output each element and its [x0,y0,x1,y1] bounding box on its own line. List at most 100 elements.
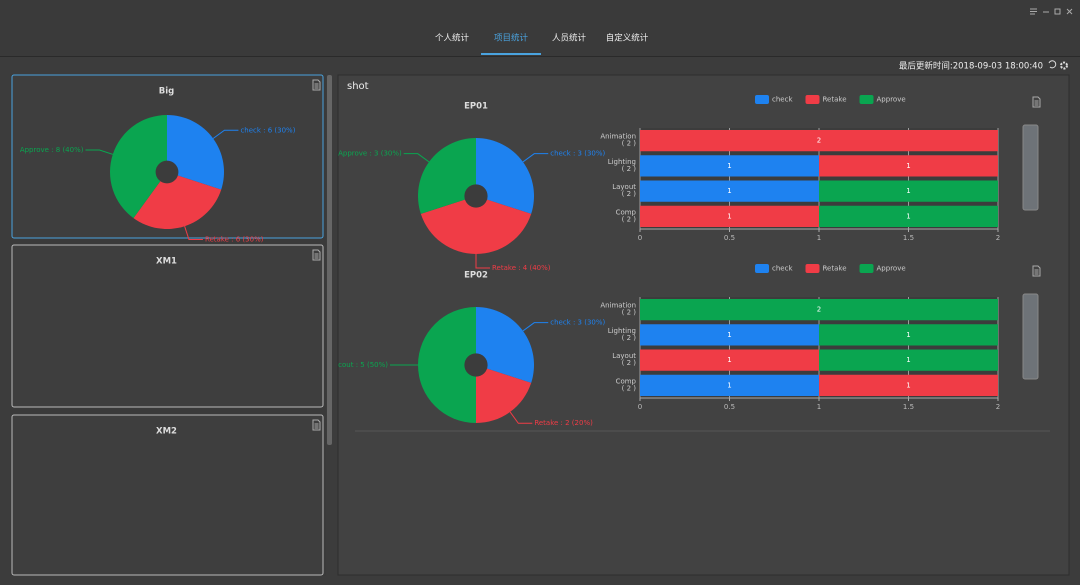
bar-segment [640,130,998,152]
legend-swatch[interactable] [859,95,874,104]
bar-value-label: 1 [906,356,910,364]
bar-value-label: 1 [727,162,731,170]
legend-swatch[interactable] [859,264,874,273]
nav-tab[interactable]: 个人统计 [435,33,470,44]
last-update: 最后更新时间:2018-09-03 18:00:40 [899,61,1043,72]
pie-slice [167,115,224,190]
bar-value-label: 1 [906,187,910,195]
legend-swatch[interactable] [805,95,820,104]
export-icon[interactable] [312,79,321,91]
y-tick-count: ( 2 ) [622,190,637,198]
bar-segment [640,349,819,371]
refresh-button[interactable] [1048,60,1057,69]
y-tick-label: Comp [616,377,637,385]
scrollbar[interactable] [327,75,332,445]
title-bar [0,0,1080,56]
y-tick-count: ( 2 ) [622,334,637,342]
bar-value-label: 1 [727,356,731,364]
legend-swatch[interactable] [755,264,769,273]
y-tick-label: Layout [612,352,636,360]
y-tick-label: Layout [612,183,636,191]
legend-label: Retake [823,265,847,273]
y-tick-label: Lighting [608,327,636,335]
bar-value-label: 1 [727,212,731,220]
x-tick-label: 1 [817,403,821,411]
y-tick-count: ( 2 ) [622,384,637,392]
legend-label: Approve [877,96,906,104]
bar-segment [640,205,819,227]
bar-value-label: 1 [906,162,910,170]
bar-value-label: 2 [817,137,821,145]
legend-label: check [772,265,793,273]
project-title: Big [159,87,174,97]
close-button[interactable] [1066,8,1073,15]
export-icon-shape [312,79,321,91]
pie-label-line [475,254,490,269]
export-icon-shape [1032,265,1041,277]
maximize-button[interactable] [1054,8,1061,15]
x-tick-label: 0.5 [724,234,735,242]
export-icon[interactable] [312,249,321,261]
pie-label-line [522,153,549,163]
active-tab-underline [481,53,541,55]
bar-segment [640,180,819,202]
bar-segment [819,180,998,202]
project-title: XM2 [156,427,177,437]
pie-hole [464,353,488,377]
y-tick-label: Animation [600,302,636,310]
pie-label: check : 3 (30%) [550,150,605,158]
pie-label: check : 6 (30%) [240,126,295,134]
pie-label: Approve : 3 (30%) [338,150,402,158]
section-title: shot [347,81,369,92]
legend-label: check [772,96,793,104]
y-tick-count: ( 2 ) [622,359,637,367]
menu-button[interactable] [1030,8,1037,15]
y-tick-count: ( 2 ) [622,165,637,173]
nav-tab[interactable]: 自定义统计 [606,33,649,44]
y-tick-label: Animation [600,133,636,141]
x-tick-label: 1 [817,234,821,242]
legend-swatch[interactable] [755,95,769,104]
pie-slice [418,307,476,423]
settings-button[interactable] [1060,61,1068,70]
zoom-slider[interactable] [1022,293,1039,380]
pie-slice [476,365,532,423]
nav-tab[interactable]: 人员统计 [552,33,587,44]
bar-segment [819,374,998,396]
bar-segment [640,299,998,321]
bar-value-label: 1 [906,212,910,220]
episode-title: EP02 [464,271,488,281]
nav-tab[interactable]: 项目统计 [494,33,529,44]
pie-label-line [184,226,203,241]
export-icon-shape [312,249,321,261]
pie-label: Retake : 6 (30%) [205,236,264,244]
window-controls [1030,8,1073,15]
export-icon[interactable] [1032,265,1041,277]
y-tick-count: ( 2 ) [622,140,637,148]
project-card[interactable] [11,244,324,408]
pie-hole [464,184,488,208]
x-tick-label: 2 [996,403,1000,411]
pie-label: Retake : 2 (20%) [534,419,593,427]
pie-label-line [509,411,533,424]
pie-slice [417,138,476,214]
pie-slice [476,307,534,383]
bar-value-label: 1 [727,331,731,339]
export-icon[interactable] [312,419,321,431]
export-icon-shape [1032,96,1041,108]
toolbar-icons [1048,60,1068,70]
pie-hole [155,160,179,184]
project-card[interactable] [11,414,324,576]
pie-label-line [85,149,113,155]
export-icon[interactable] [1032,96,1041,108]
episode-title: EP01 [464,102,488,112]
legend-swatch[interactable] [805,264,820,273]
project-title: XM1 [156,257,177,267]
x-tick-label: 1.5 [903,234,914,242]
x-tick-label: 0.5 [724,403,735,411]
pie-slice [420,196,532,254]
pie-label-line [212,129,239,139]
y-tick-count: ( 2 ) [622,309,637,317]
zoom-slider[interactable] [1022,124,1039,211]
